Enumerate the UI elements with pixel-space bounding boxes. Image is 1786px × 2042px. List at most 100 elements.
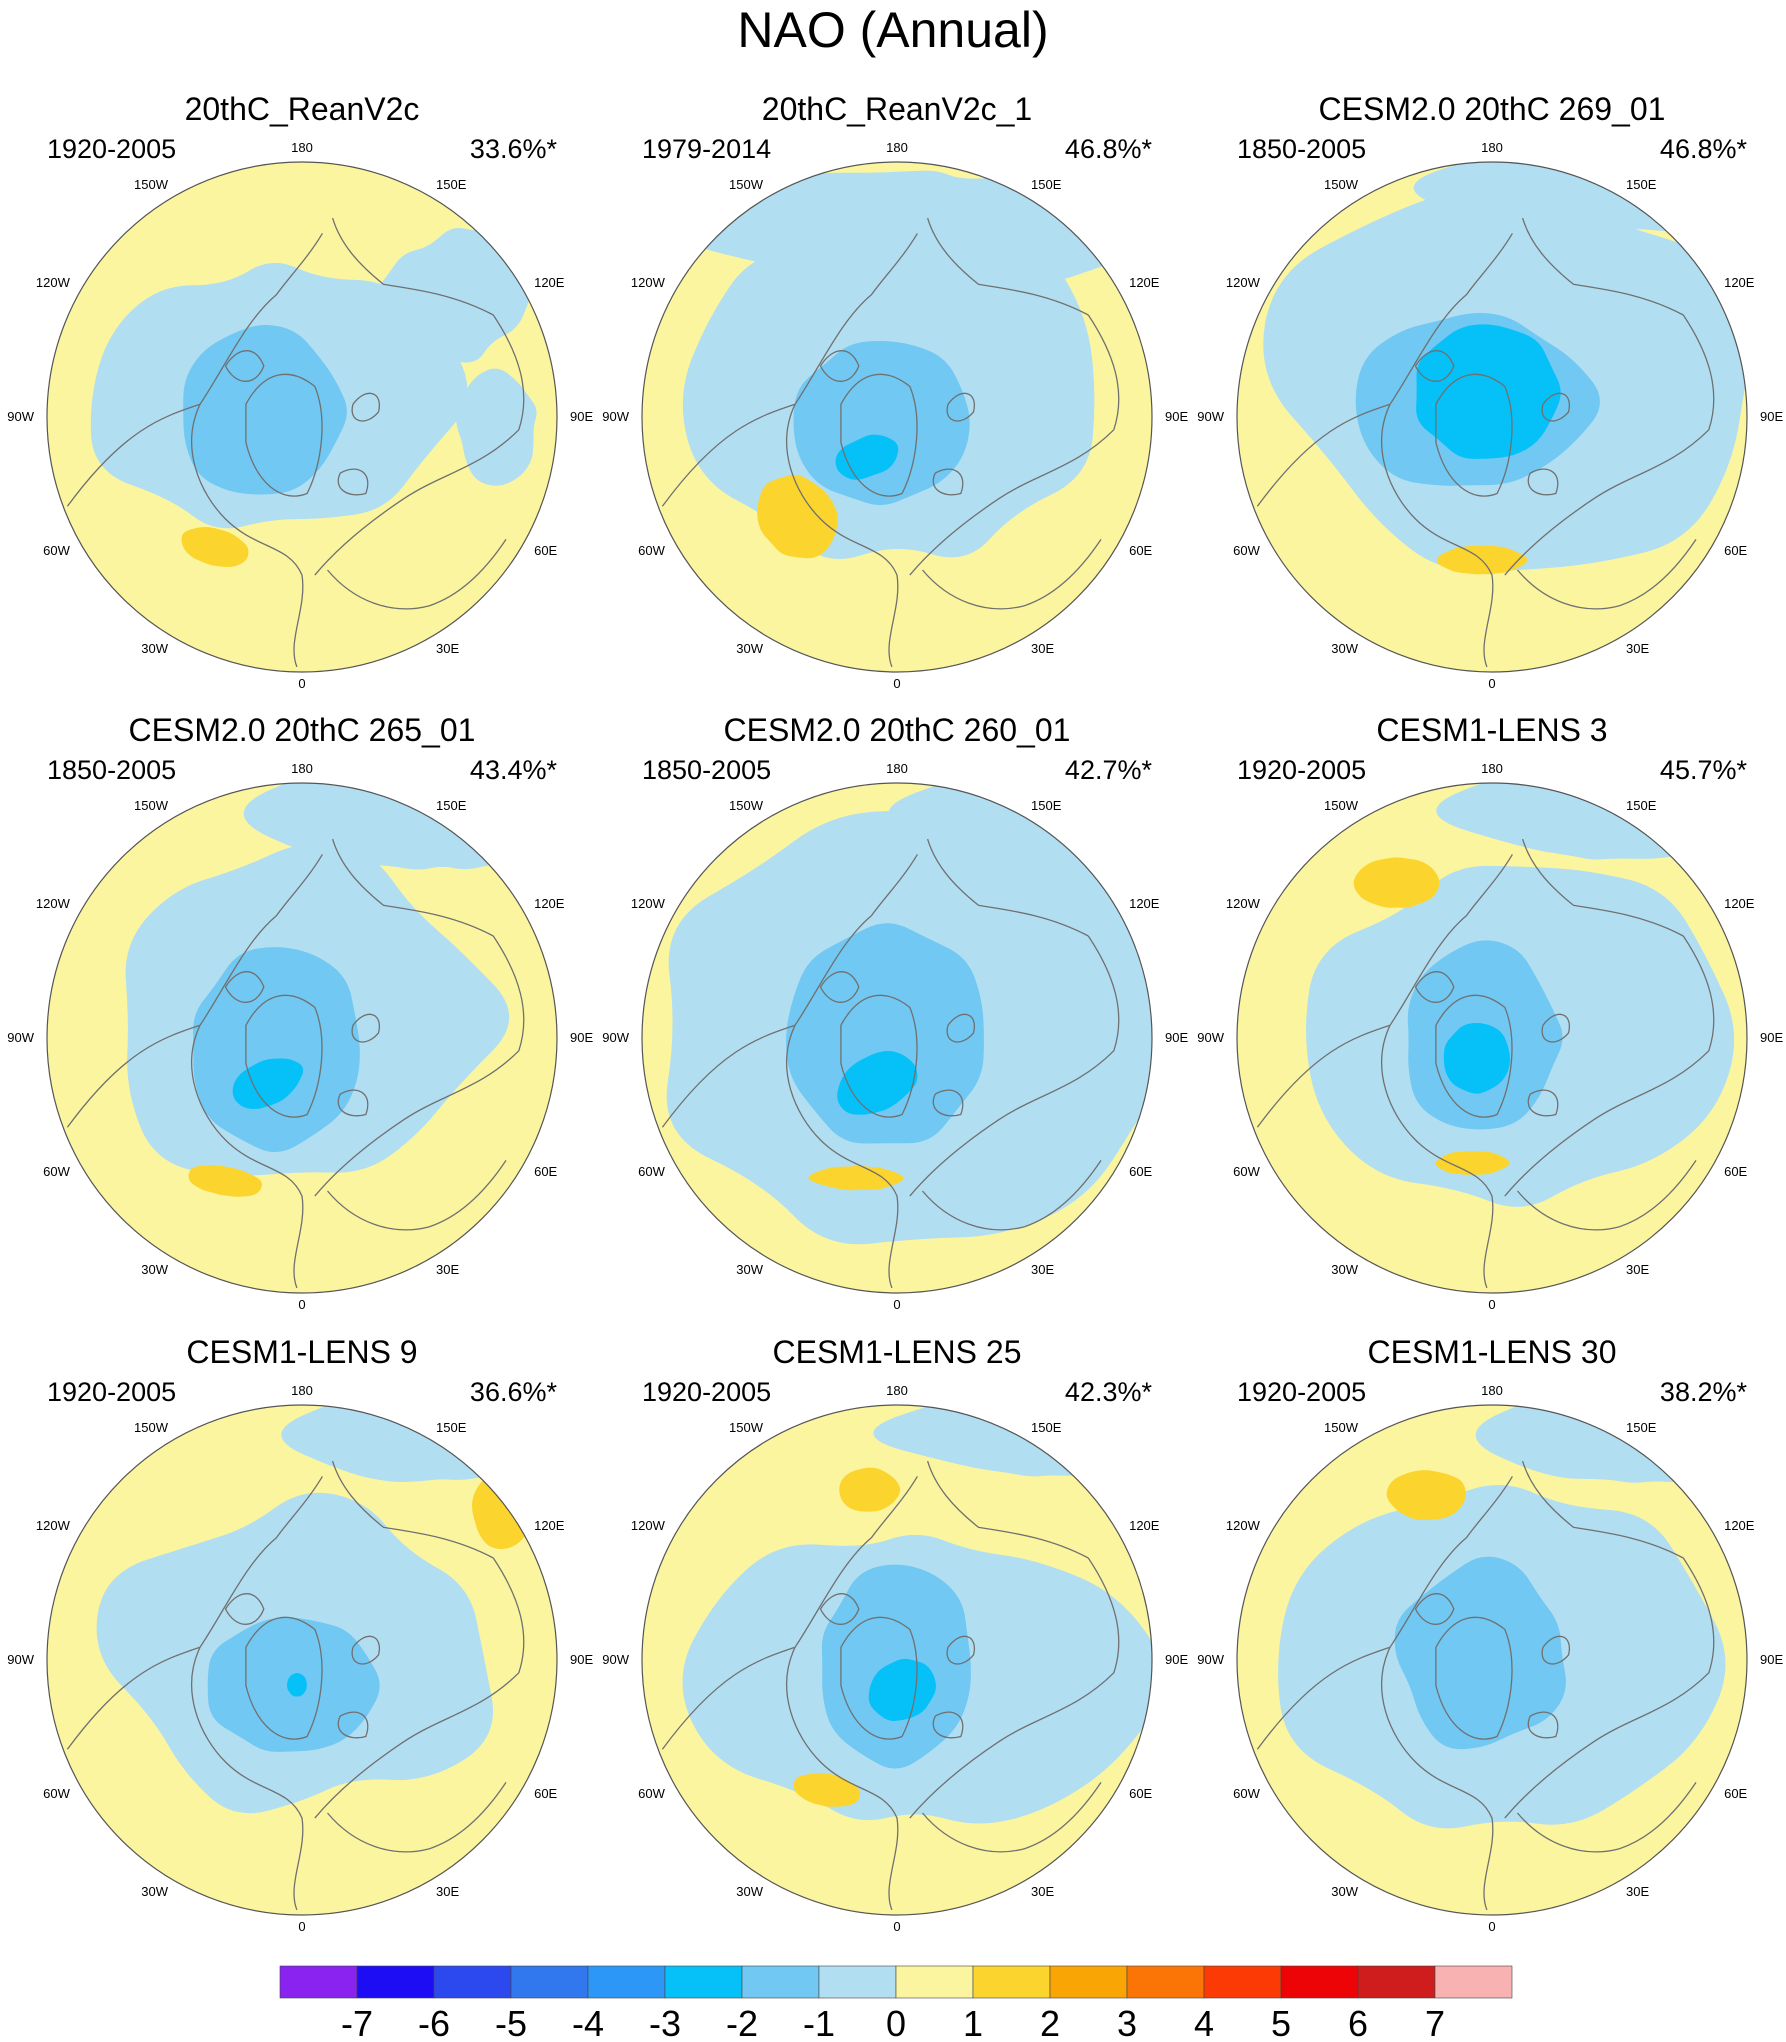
longitude-label: 30E [1626, 1262, 1649, 1277]
coastline [1435, 994, 1513, 1118]
longitude-label: 30E [436, 641, 459, 656]
coastline [1504, 314, 1715, 576]
coastline [1504, 1557, 1715, 1819]
longitude-label: 120W [1226, 275, 1261, 290]
map-panel: 180 150E 120E 90E 60E 30E 0 30W 60W 90W 120W 150W CE… [602, 712, 1188, 1312]
map-frame [641, 782, 1153, 1294]
coastline [926, 838, 1089, 937]
longitude-label: 150E [1031, 177, 1062, 192]
longitude-label: 120W [631, 1518, 666, 1533]
panel-variance: 43.4%* [470, 755, 558, 785]
panel-title: CESM2.0 20thC 269_01 [1319, 91, 1666, 127]
coastline [1521, 217, 1684, 316]
coastline [327, 1160, 507, 1231]
colorbar-label: -1 [803, 2003, 835, 2042]
longitude-label: 90E [1165, 1652, 1188, 1667]
longitude-label: 90E [570, 409, 593, 424]
longitude-label: 150W [1324, 1420, 1359, 1435]
coastline [909, 935, 1120, 1197]
longitude-label: 150E [1031, 798, 1062, 813]
colorbar-swatch [1357, 1965, 1436, 1999]
longitude-label: 30E [1626, 641, 1649, 656]
longitude-label: 0 [893, 1297, 900, 1312]
panel-title: CESM2.0 20thC 265_01 [129, 712, 476, 748]
longitude-label: 150W [134, 177, 169, 192]
longitude-label: 90W [7, 409, 34, 424]
coastline [1527, 1089, 1559, 1117]
coastline [946, 392, 976, 422]
coastline [946, 1013, 976, 1043]
panel-period: 1920-2005 [47, 1377, 176, 1407]
coastline [1527, 1711, 1559, 1739]
longitude-label: 90E [570, 1652, 593, 1667]
longitude-label: 150E [1626, 798, 1657, 813]
panel-title: CESM1-LENS 30 [1368, 1334, 1617, 1370]
coastline [314, 1557, 525, 1819]
coastline [909, 1557, 1120, 1819]
longitude-label: 150W [729, 798, 764, 813]
longitude-label: 0 [1488, 676, 1495, 691]
panel-period: 1920-2005 [1237, 1377, 1366, 1407]
longitude-label: 60W [1233, 1786, 1260, 1801]
longitude-label: 30W [1331, 1884, 1358, 1899]
coastline [327, 1782, 507, 1853]
longitude-label: 120W [1226, 896, 1261, 911]
longitude-label: 150E [1626, 1420, 1657, 1435]
negative-anomaly-region [183, 325, 347, 495]
positive-anomaly-region [793, 1772, 861, 1807]
colorbar-label: 3 [1117, 2003, 1137, 2042]
coastline [1256, 1476, 1513, 1750]
longitude-label: 0 [1488, 1919, 1495, 1934]
longitude-label: 90E [1760, 1652, 1783, 1667]
longitude-label: 120E [534, 1518, 565, 1533]
coastline [1541, 392, 1571, 422]
map-frame [1236, 161, 1748, 673]
longitude-label: 150W [1324, 177, 1359, 192]
coastline [786, 1647, 899, 1911]
anomaly-field [47, 783, 557, 1293]
coastline [819, 350, 860, 382]
anomaly-field [642, 162, 1152, 672]
longitude-label: 60W [43, 1164, 70, 1179]
colorbar-swatch [279, 1965, 358, 1999]
longitude-label: 30W [141, 641, 168, 656]
coastline [66, 233, 323, 507]
map-frame [641, 1404, 1153, 1916]
negative-anomaly-region [1443, 1022, 1510, 1094]
longitude-label: 30W [736, 641, 763, 656]
longitude-label: 0 [1488, 1297, 1495, 1312]
longitude-label: 180 [291, 761, 313, 776]
negative-anomaly-region [1394, 1556, 1566, 1750]
panel-variance: 42.7%* [1065, 755, 1153, 785]
coastline [926, 217, 1089, 316]
longitude-label: 120E [1724, 1518, 1755, 1533]
longitude-label: 120E [1724, 275, 1755, 290]
colorbar-label: 2 [1040, 2003, 1060, 2042]
coastline [661, 854, 918, 1128]
colorbar-swatch [741, 1965, 820, 1999]
longitude-label: 180 [1481, 1383, 1503, 1398]
longitude-label: 120W [36, 896, 71, 911]
coastline [1541, 1013, 1571, 1043]
longitude-label: 90W [602, 1030, 629, 1045]
negative-anomaly-region [232, 1058, 304, 1109]
coastline [245, 373, 323, 497]
longitude-label: 30E [1031, 1262, 1054, 1277]
longitude-label: 60E [1129, 1786, 1152, 1801]
longitude-label: 60E [1129, 543, 1152, 558]
positive-anomaly-region [1386, 1470, 1466, 1521]
coastline [1504, 935, 1715, 1197]
coastline [840, 994, 918, 1118]
coastline [909, 314, 1120, 576]
positive-anomaly-region [1353, 857, 1440, 908]
longitude-label: 150W [1324, 798, 1359, 813]
longitude-label: 90E [570, 1030, 593, 1045]
coastline [932, 468, 964, 496]
coastline [1256, 854, 1513, 1128]
map-grid: 180 150E 120E 90E 60E 30E 0 30W 60W 90W 120W 150W 20… [7, 91, 1783, 1934]
longitude-label: 60E [1724, 1164, 1747, 1179]
longitude-label: 60W [638, 543, 665, 558]
anomaly-field [642, 783, 1152, 1293]
colorbar-label: -6 [418, 2003, 450, 2042]
colorbar-swatch [433, 1965, 512, 1999]
